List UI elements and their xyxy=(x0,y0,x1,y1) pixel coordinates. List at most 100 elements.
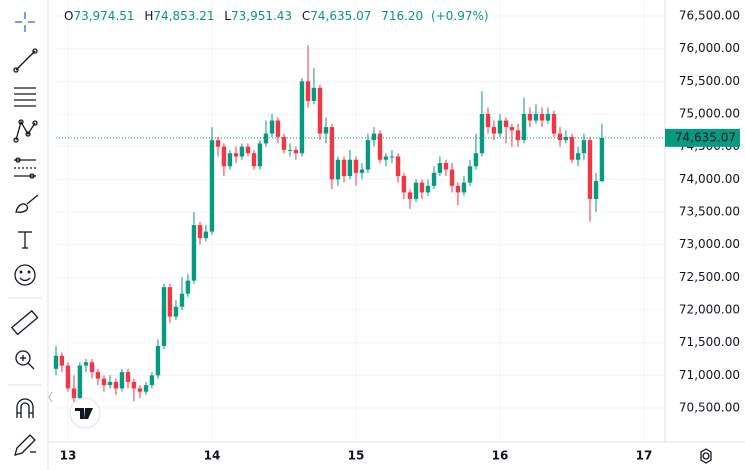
candle-body xyxy=(89,362,95,373)
candle-body xyxy=(179,293,185,307)
candle-body xyxy=(311,87,317,101)
candle-body xyxy=(323,127,329,134)
candle-body xyxy=(353,159,359,173)
candle-body xyxy=(107,381,113,386)
candle-body xyxy=(53,355,59,369)
ruler-tool[interactable] xyxy=(10,309,39,336)
candle-body xyxy=(359,169,365,173)
close-value: 74,635.07 xyxy=(310,9,371,23)
x-tick-label: 14 xyxy=(204,449,221,463)
y-tick-label: 72,500.00 xyxy=(679,270,740,284)
candle-body xyxy=(299,81,305,154)
candle-body xyxy=(599,137,605,182)
candle-body xyxy=(401,176,407,193)
candle-body xyxy=(581,140,587,154)
candle-body xyxy=(479,114,485,154)
candle-body xyxy=(365,140,371,170)
logo xyxy=(69,397,101,429)
last-price-badge xyxy=(665,128,740,147)
candle-body xyxy=(221,146,227,167)
candle-body xyxy=(197,225,203,239)
y-tick-label: 72,000.00 xyxy=(679,303,740,317)
candle-body xyxy=(539,114,545,121)
high-value: 74,853.21 xyxy=(153,9,214,23)
candle-body xyxy=(71,388,77,399)
candle-body xyxy=(569,136,575,160)
candle-body xyxy=(317,87,323,134)
candle-body xyxy=(419,182,425,193)
candle-body xyxy=(101,378,107,386)
candle-body xyxy=(83,362,89,366)
candle-body xyxy=(593,181,599,199)
text-tool[interactable] xyxy=(18,231,32,249)
settings-button[interactable] xyxy=(700,448,712,464)
candle-body xyxy=(533,114,539,121)
candle-body xyxy=(137,388,143,392)
candle-body xyxy=(473,153,479,167)
candle-body xyxy=(563,136,569,141)
candle-body xyxy=(131,381,137,389)
x-tick-label: 16 xyxy=(492,449,509,463)
candle-body xyxy=(287,149,293,151)
candle-body xyxy=(245,146,251,154)
ohlc-header: O73,974.51 H74,853.21 L73,951.43 C74,635… xyxy=(64,9,489,23)
candle-body xyxy=(227,153,233,167)
x-tick-label: 13 xyxy=(60,449,77,463)
collapse-toolbar[interactable] xyxy=(48,391,53,403)
candle-body xyxy=(455,185,461,193)
candle-body xyxy=(371,133,377,141)
candle-body xyxy=(587,140,593,199)
forecast-tool[interactable] xyxy=(14,157,36,179)
emoji-tool[interactable] xyxy=(14,264,36,286)
pattern-tool[interactable] xyxy=(13,119,38,143)
candle-body xyxy=(191,225,197,281)
candle-body xyxy=(305,81,311,101)
candle-body xyxy=(521,114,527,141)
candle-body xyxy=(503,120,509,128)
low-label: L xyxy=(224,9,231,23)
candle-body xyxy=(389,156,395,158)
candle-body xyxy=(251,153,257,167)
candle-body xyxy=(341,159,347,177)
candle-body xyxy=(431,172,437,186)
candle-body xyxy=(461,182,467,193)
candle-body xyxy=(557,133,563,141)
candle-body xyxy=(347,159,353,177)
candle-body xyxy=(575,153,581,160)
candle-body xyxy=(407,192,413,199)
y-tick-label: 71,000.00 xyxy=(679,368,740,382)
y-tick-label: 73,500.00 xyxy=(679,205,740,219)
candle-body xyxy=(119,372,125,389)
candle-body xyxy=(491,127,497,134)
candle-body xyxy=(545,114,551,121)
y-tick-label: 75,000.00 xyxy=(679,107,740,121)
crosshair-tool[interactable] xyxy=(15,12,35,32)
candle-body xyxy=(329,127,335,180)
candle-body xyxy=(143,385,149,392)
candle-body xyxy=(59,355,65,366)
fib-tool[interactable] xyxy=(14,87,36,107)
x-tick-label: 17 xyxy=(636,449,653,463)
magnet-tool[interactable] xyxy=(16,398,34,418)
candle-body xyxy=(467,166,473,183)
high-label: H xyxy=(144,9,153,23)
candle-body xyxy=(95,372,101,379)
change-percent: (+0.97%) xyxy=(431,9,489,23)
candle-body xyxy=(335,159,341,180)
open-label: O xyxy=(64,9,73,23)
lock-draw-tool[interactable] xyxy=(14,434,36,456)
candle-body xyxy=(113,381,119,389)
last-price-label: 74,635.07 xyxy=(675,130,736,144)
candle-body xyxy=(77,365,83,399)
low-value: 73,951.43 xyxy=(231,9,292,23)
candle-body xyxy=(233,153,239,157)
candle-body xyxy=(149,375,155,386)
trend-line-tool[interactable] xyxy=(13,48,38,73)
candle-body xyxy=(275,120,281,137)
zoom-tool[interactable] xyxy=(15,350,35,370)
brush-tool[interactable] xyxy=(15,194,39,213)
candle-body xyxy=(185,280,191,294)
toolbar xyxy=(8,12,101,456)
candle-body xyxy=(215,140,221,147)
